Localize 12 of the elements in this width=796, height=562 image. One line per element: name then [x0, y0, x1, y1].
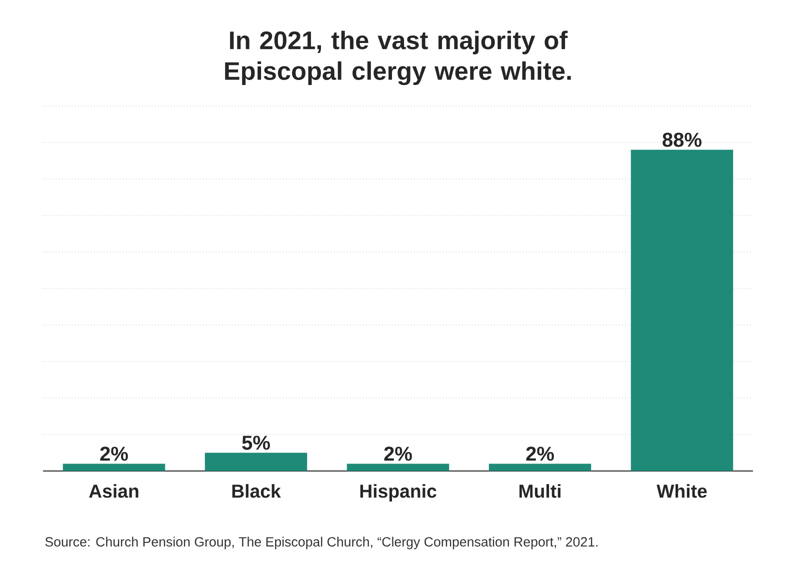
x-tick-label: Asian [89, 484, 138, 498]
data-label: 5% [242, 436, 270, 450]
x-tick-label: Hispanic [360, 484, 436, 502]
data-label: 2% [384, 446, 412, 461]
chart-title: In 2021, the vast majority of Episcopal clergy were white. [225, 30, 571, 86]
source-note: Source: Church Pension Group, The Episcopal Church, “Clergy Compensation Report,” 2021. [45, 536, 598, 550]
data-label: 2% [526, 446, 554, 461]
x-tick-label: Black [232, 484, 281, 498]
data-label: 2% [100, 446, 128, 461]
data-label: 88% [662, 132, 702, 147]
x-tick-label: Multi [519, 484, 560, 498]
x-tick-label: White [656, 484, 707, 498]
